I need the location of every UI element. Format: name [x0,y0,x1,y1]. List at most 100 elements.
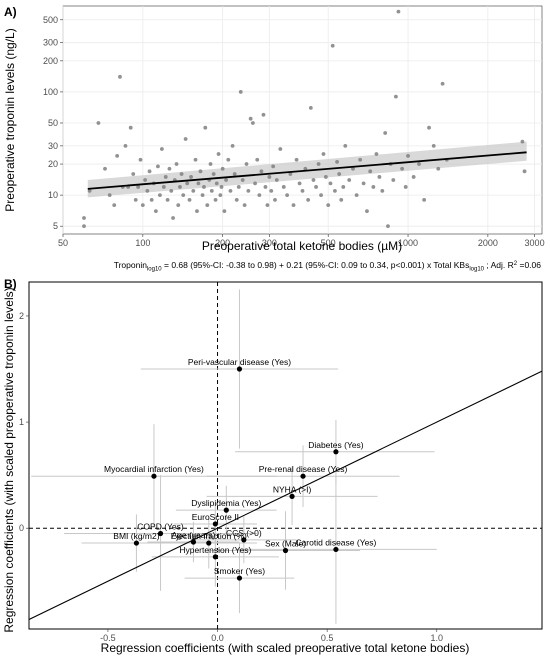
panel-a-y-tick-label: 300 [43,38,58,48]
data-point [431,143,436,148]
data-point [380,188,385,193]
data-point [278,147,283,151]
panel-a-x-tick-label: 500 [321,238,336,248]
label-smoker-yes: Smoker (Yes) [214,566,265,576]
panel-b: B) Peri-vascular disease (Yes) Diabetes (… [2,277,543,655]
data-point [303,166,308,171]
label-copd-yes: COPD (Yes) [137,521,184,531]
data-point [128,125,133,130]
data-point [321,152,326,156]
data-point [232,172,237,176]
panel-a-y-tick-label: 200 [43,56,58,66]
data-point [351,166,355,171]
data-point [209,188,214,193]
panel-b-y-tick-label: 2 [19,311,24,321]
data-point [230,143,235,148]
data-point [335,159,339,164]
data-point [176,203,181,208]
data-point [274,178,279,182]
point-diabetes-yes [333,449,339,455]
data-point [238,90,243,94]
data-point [191,188,196,193]
data-point [123,143,128,148]
data-point [198,169,203,174]
panel-a-y-tick-label: 5 [53,221,58,231]
data-point [181,193,186,198]
data-point [96,121,101,125]
data-point [368,169,373,174]
data-point [417,162,421,166]
panel-b-identity-line [28,370,543,620]
data-point [294,157,299,162]
data-point [285,193,290,198]
panel-a-y-ticks: 5 10 20 30 50 100 200 300 500 [43,15,63,231]
panel-b-x-ticks: -0.5 0.0 0.5 1.0 [100,629,443,643]
point-age-years [190,539,197,545]
data-point [311,178,316,182]
panel-a-y-tick-label: 10 [48,190,58,200]
panel-a-label: A) [4,5,17,19]
data-point [326,203,331,208]
data-point [158,193,162,198]
data-point [178,185,182,189]
data-point [185,181,190,186]
data-point [87,188,92,193]
formula-tail: ; Adj. R [484,260,514,270]
data-point [203,125,208,130]
label-nyha-i: NYHA (>I) [273,484,312,494]
panel-b-label: B) [4,277,17,291]
data-point [183,137,188,141]
formula-sub-2: log10 [469,267,484,273]
panel-b-x-tick-label: 1.0 [431,633,444,643]
data-point [411,175,416,179]
data-point [253,181,257,186]
data-point [246,188,251,193]
data-point [163,175,168,179]
data-point [240,178,245,182]
data-point [195,209,199,214]
label-euroscore-ii: EuroScore II [192,512,239,522]
data-point [281,185,286,189]
data-point [520,139,525,144]
panel-a-y-tick-label: 500 [43,15,58,25]
panel-a-y-tick-label: 20 [48,159,58,169]
panel-b-x-axis-title: Regression coefficients (with scaled pre… [101,641,470,655]
data-point [297,181,302,186]
data-point [271,164,276,169]
data-point [393,94,398,99]
data-point [316,162,321,166]
data-point [323,175,328,179]
data-point [383,131,388,135]
data-point [236,185,241,189]
point-dyslipidemia-yes [223,507,229,513]
panel-b-y-tick-label: 0 [19,523,24,533]
data-point [202,185,206,189]
data-point [82,216,86,220]
regression-formula: Troponinlog10 = 0.68 (95%-CI: -0.38 to 0… [114,260,542,273]
point-sex-male [282,547,289,554]
label-age-years: Age (years) [171,530,215,540]
data-point [288,172,293,176]
point-ccs-0 [241,537,247,543]
panel-b-points [133,366,339,581]
data-point [341,185,346,189]
point-smoker-yes [236,575,243,581]
data-point [347,178,352,182]
data-point [187,197,192,202]
data-point [522,169,527,174]
data-point [248,116,253,121]
data-point [171,216,175,220]
point-copd-yes [157,530,164,537]
data-point [440,81,445,86]
data-point [391,178,396,182]
regression-line [87,151,527,190]
data-point [377,175,382,179]
data-point [269,188,274,193]
data-point [145,188,150,193]
data-point [147,169,152,174]
panel-a-x-axis-title: Preoperative total ketone bodies (µM) [202,239,402,253]
point-myocardial-infarction-yes [151,473,157,479]
data-point [218,193,223,198]
